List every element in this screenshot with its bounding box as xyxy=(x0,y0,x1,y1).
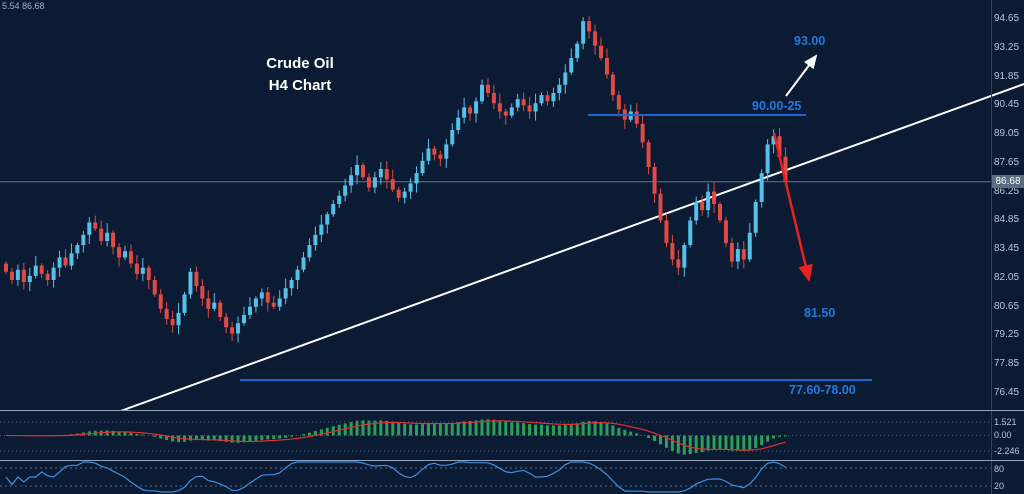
price-axis-label: 90.45 xyxy=(994,99,1020,111)
price-axis-label: 94.65 xyxy=(994,13,1020,24)
support-price-label[interactable]: 81.50 xyxy=(804,306,836,320)
price-axis-label: 83.45 xyxy=(994,243,1020,255)
price-axis-label: 87.65 xyxy=(994,156,1020,168)
stochastic-axis-label: 80 xyxy=(994,464,1005,474)
price-axis-label: 79.25 xyxy=(994,329,1020,341)
price-axis-label: 86.25 xyxy=(994,185,1020,197)
target-price-label[interactable]: 93.00 xyxy=(794,34,826,48)
ohlc-info: 5.54 86.68 xyxy=(2,1,45,11)
stochastic-indicator-panel[interactable] xyxy=(0,461,1024,494)
chart-title-line1: Crude Oil xyxy=(266,55,334,72)
price-axis-label: 93.25 xyxy=(994,41,1020,53)
price-axis[interactable]: 86.68 94.65 93.25 91.85 90.45 89.05 87.65 86.2… xyxy=(992,0,1024,494)
candlestick-chart[interactable] xyxy=(0,0,1024,410)
price-axis-label: 91.85 xyxy=(994,70,1020,82)
panel-separator-macd xyxy=(0,410,1024,411)
current-price-badge: 86.68 xyxy=(992,174,1024,188)
macd-indicator-panel[interactable] xyxy=(0,411,1024,460)
panel-separator-stochastic xyxy=(0,460,1024,461)
macd-axis-label: 1.521 xyxy=(994,417,1017,427)
support-zone-label[interactable]: 77.60-78.00 xyxy=(789,383,856,397)
price-axis-separator xyxy=(991,0,992,494)
resistance-zone-label[interactable]: 90.00-25 xyxy=(752,99,802,113)
chart-title-line2: H4 Chart xyxy=(268,77,332,94)
chart-title: Crude Oil H4 Chart xyxy=(235,53,365,97)
price-axis-label: 77.85 xyxy=(994,358,1020,370)
macd-axis-label: 0.00 xyxy=(994,430,1012,440)
price-axis-label: 76.45 xyxy=(994,387,1020,398)
price-axis-label: 84.85 xyxy=(994,214,1020,226)
price-axis-label: 80.65 xyxy=(994,300,1020,312)
price-axis-label: 89.05 xyxy=(994,128,1020,140)
macd-axis-label: -2.246 xyxy=(994,446,1020,456)
price-axis-label: 82.05 xyxy=(994,271,1020,283)
stochastic-axis-label: 20 xyxy=(994,481,1005,491)
